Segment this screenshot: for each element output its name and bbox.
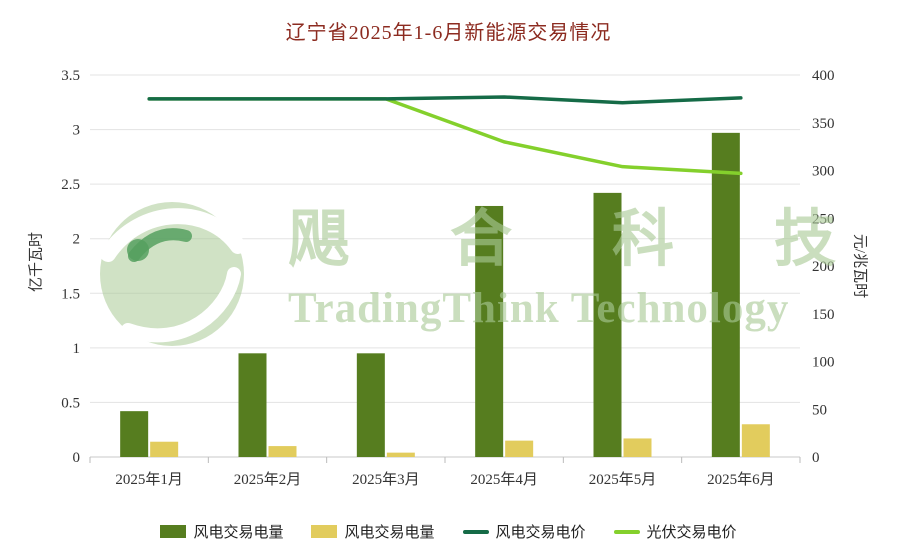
- bar-series-0: [475, 205, 504, 457]
- right-tick-label: 150: [812, 307, 835, 323]
- bar-series-1: [623, 438, 652, 457]
- left-tick-label: 3.5: [61, 68, 80, 84]
- legend-line-marker: [613, 529, 640, 534]
- legend-bar-marker: [311, 525, 338, 538]
- x-axis-label: 2025年4月: [470, 471, 538, 488]
- legend-label: 风电交易电量: [193, 525, 284, 541]
- right-tick-label: 250: [812, 211, 835, 227]
- bar-series-1: [386, 452, 415, 457]
- x-axis-label: 2025年2月: [234, 471, 302, 488]
- right-tick-label: 400: [812, 68, 835, 84]
- price-line-1: [147, 95, 743, 105]
- left-tick-label: 0.5: [61, 395, 80, 411]
- x-axis-label: 2025年3月: [352, 471, 420, 488]
- legend-item: 风电交易电量: [160, 521, 283, 542]
- legend-item: 风电交易电量: [311, 521, 435, 542]
- bar-series-0: [238, 353, 267, 457]
- right-tick-label: 300: [812, 164, 835, 180]
- bar-series-1: [150, 441, 179, 457]
- bar-series-1: [741, 424, 770, 457]
- x-axis-label: 2025年5月: [589, 471, 657, 488]
- left-tick-label: 2.5: [61, 177, 80, 193]
- legend: 风电交易电量 风电交易电量 风电交易电价 光伏交易电价: [0, 521, 897, 542]
- bar-series-1: [505, 440, 534, 457]
- left-tick-label: 0: [73, 450, 81, 466]
- right-tick-label: 350: [812, 116, 835, 132]
- left-tick-label: 1.5: [61, 286, 80, 302]
- right-tick-label: 100: [812, 355, 835, 371]
- legend-bar-marker: [160, 525, 187, 538]
- legend-label: 风电交易电量: [344, 525, 435, 541]
- right-tick-label: 0: [812, 450, 820, 466]
- bar-series-0: [120, 411, 149, 457]
- x-axis-label: 2025年1月: [115, 471, 183, 488]
- price-line-0: [147, 97, 743, 176]
- left-tick-label: 3: [73, 123, 81, 139]
- x-axis-label: 2025年6月: [707, 471, 775, 488]
- bar-series-0: [593, 192, 622, 458]
- bar-series-1: [268, 446, 297, 457]
- chart-title: 辽宁省2025年1-6月新能源交易情况: [285, 22, 612, 44]
- bar-series-0: [356, 353, 385, 457]
- bar-series-0: [711, 132, 740, 458]
- left-tick-label: 1: [73, 341, 81, 357]
- left-tick-label: 2: [73, 232, 81, 248]
- legend-item: 光伏交易电价: [613, 521, 737, 542]
- legend-item: 风电交易电价: [462, 521, 586, 542]
- right-tick-label: 50: [812, 402, 827, 418]
- legend-line-marker: [462, 529, 489, 534]
- legend-label: 风电交易电价: [495, 525, 586, 541]
- legend-label: 光伏交易电价: [646, 525, 737, 541]
- right-tick-label: 200: [812, 259, 835, 275]
